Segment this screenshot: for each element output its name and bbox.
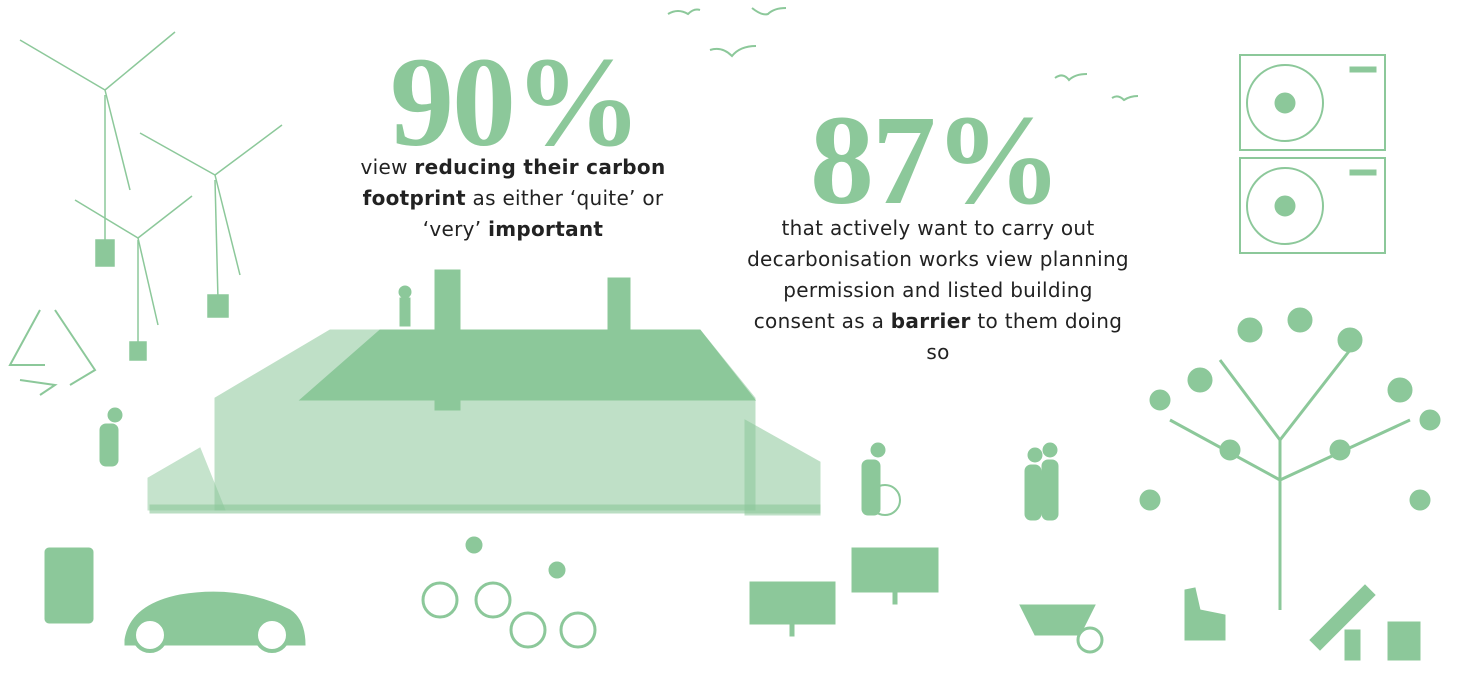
car-and-charger [45, 548, 305, 651]
birds [668, 8, 1138, 100]
garden-items [1020, 585, 1420, 660]
solar-panels [750, 548, 938, 636]
infographic: 90% view reducing their carbon footprint… [0, 0, 1479, 675]
stat-description: that actively want to carry out decarbon… [740, 213, 1136, 368]
bicycles [423, 538, 595, 647]
text: view [361, 155, 415, 179]
emphasis: barrier [891, 309, 971, 333]
page: Decarbonisation infographic {"stats": [ … [0, 0, 1479, 675]
recycle-icon [10, 310, 95, 395]
stat-description: view reducing their carbon footprint as … [333, 152, 693, 245]
house [148, 270, 820, 515]
wind-turbines [20, 32, 282, 360]
stat-figure: 90% [380, 38, 650, 166]
emphasis: important [488, 217, 603, 241]
tree [1140, 308, 1440, 610]
stat-figure: 87% [800, 96, 1070, 224]
heat-pumps [1240, 55, 1385, 253]
